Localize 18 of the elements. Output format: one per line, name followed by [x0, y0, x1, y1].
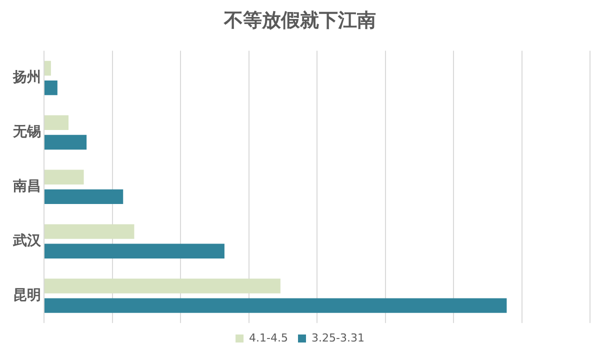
bar — [44, 80, 58, 96]
bar — [44, 244, 224, 258]
bar — [44, 170, 84, 184]
bar — [44, 278, 280, 294]
y-tick-label: 南昌 — [12, 178, 41, 195]
bar — [44, 60, 51, 76]
legend-label: 4.1-4.5 — [249, 331, 288, 344]
y-tick-label: 无锡 — [12, 124, 41, 140]
bar — [44, 189, 124, 204]
y-tick-label: 昆明 — [13, 287, 41, 304]
bar — [44, 134, 87, 150]
y-tick-label: 武汉 — [12, 232, 42, 249]
y-tick-label: 扬州 — [12, 70, 41, 86]
bar — [44, 224, 134, 239]
bar — [44, 115, 69, 130]
chart-title: 不等放假就下江南 — [223, 9, 376, 32]
bar — [44, 298, 507, 313]
legend-label: 3.25-3.31 — [312, 331, 364, 344]
